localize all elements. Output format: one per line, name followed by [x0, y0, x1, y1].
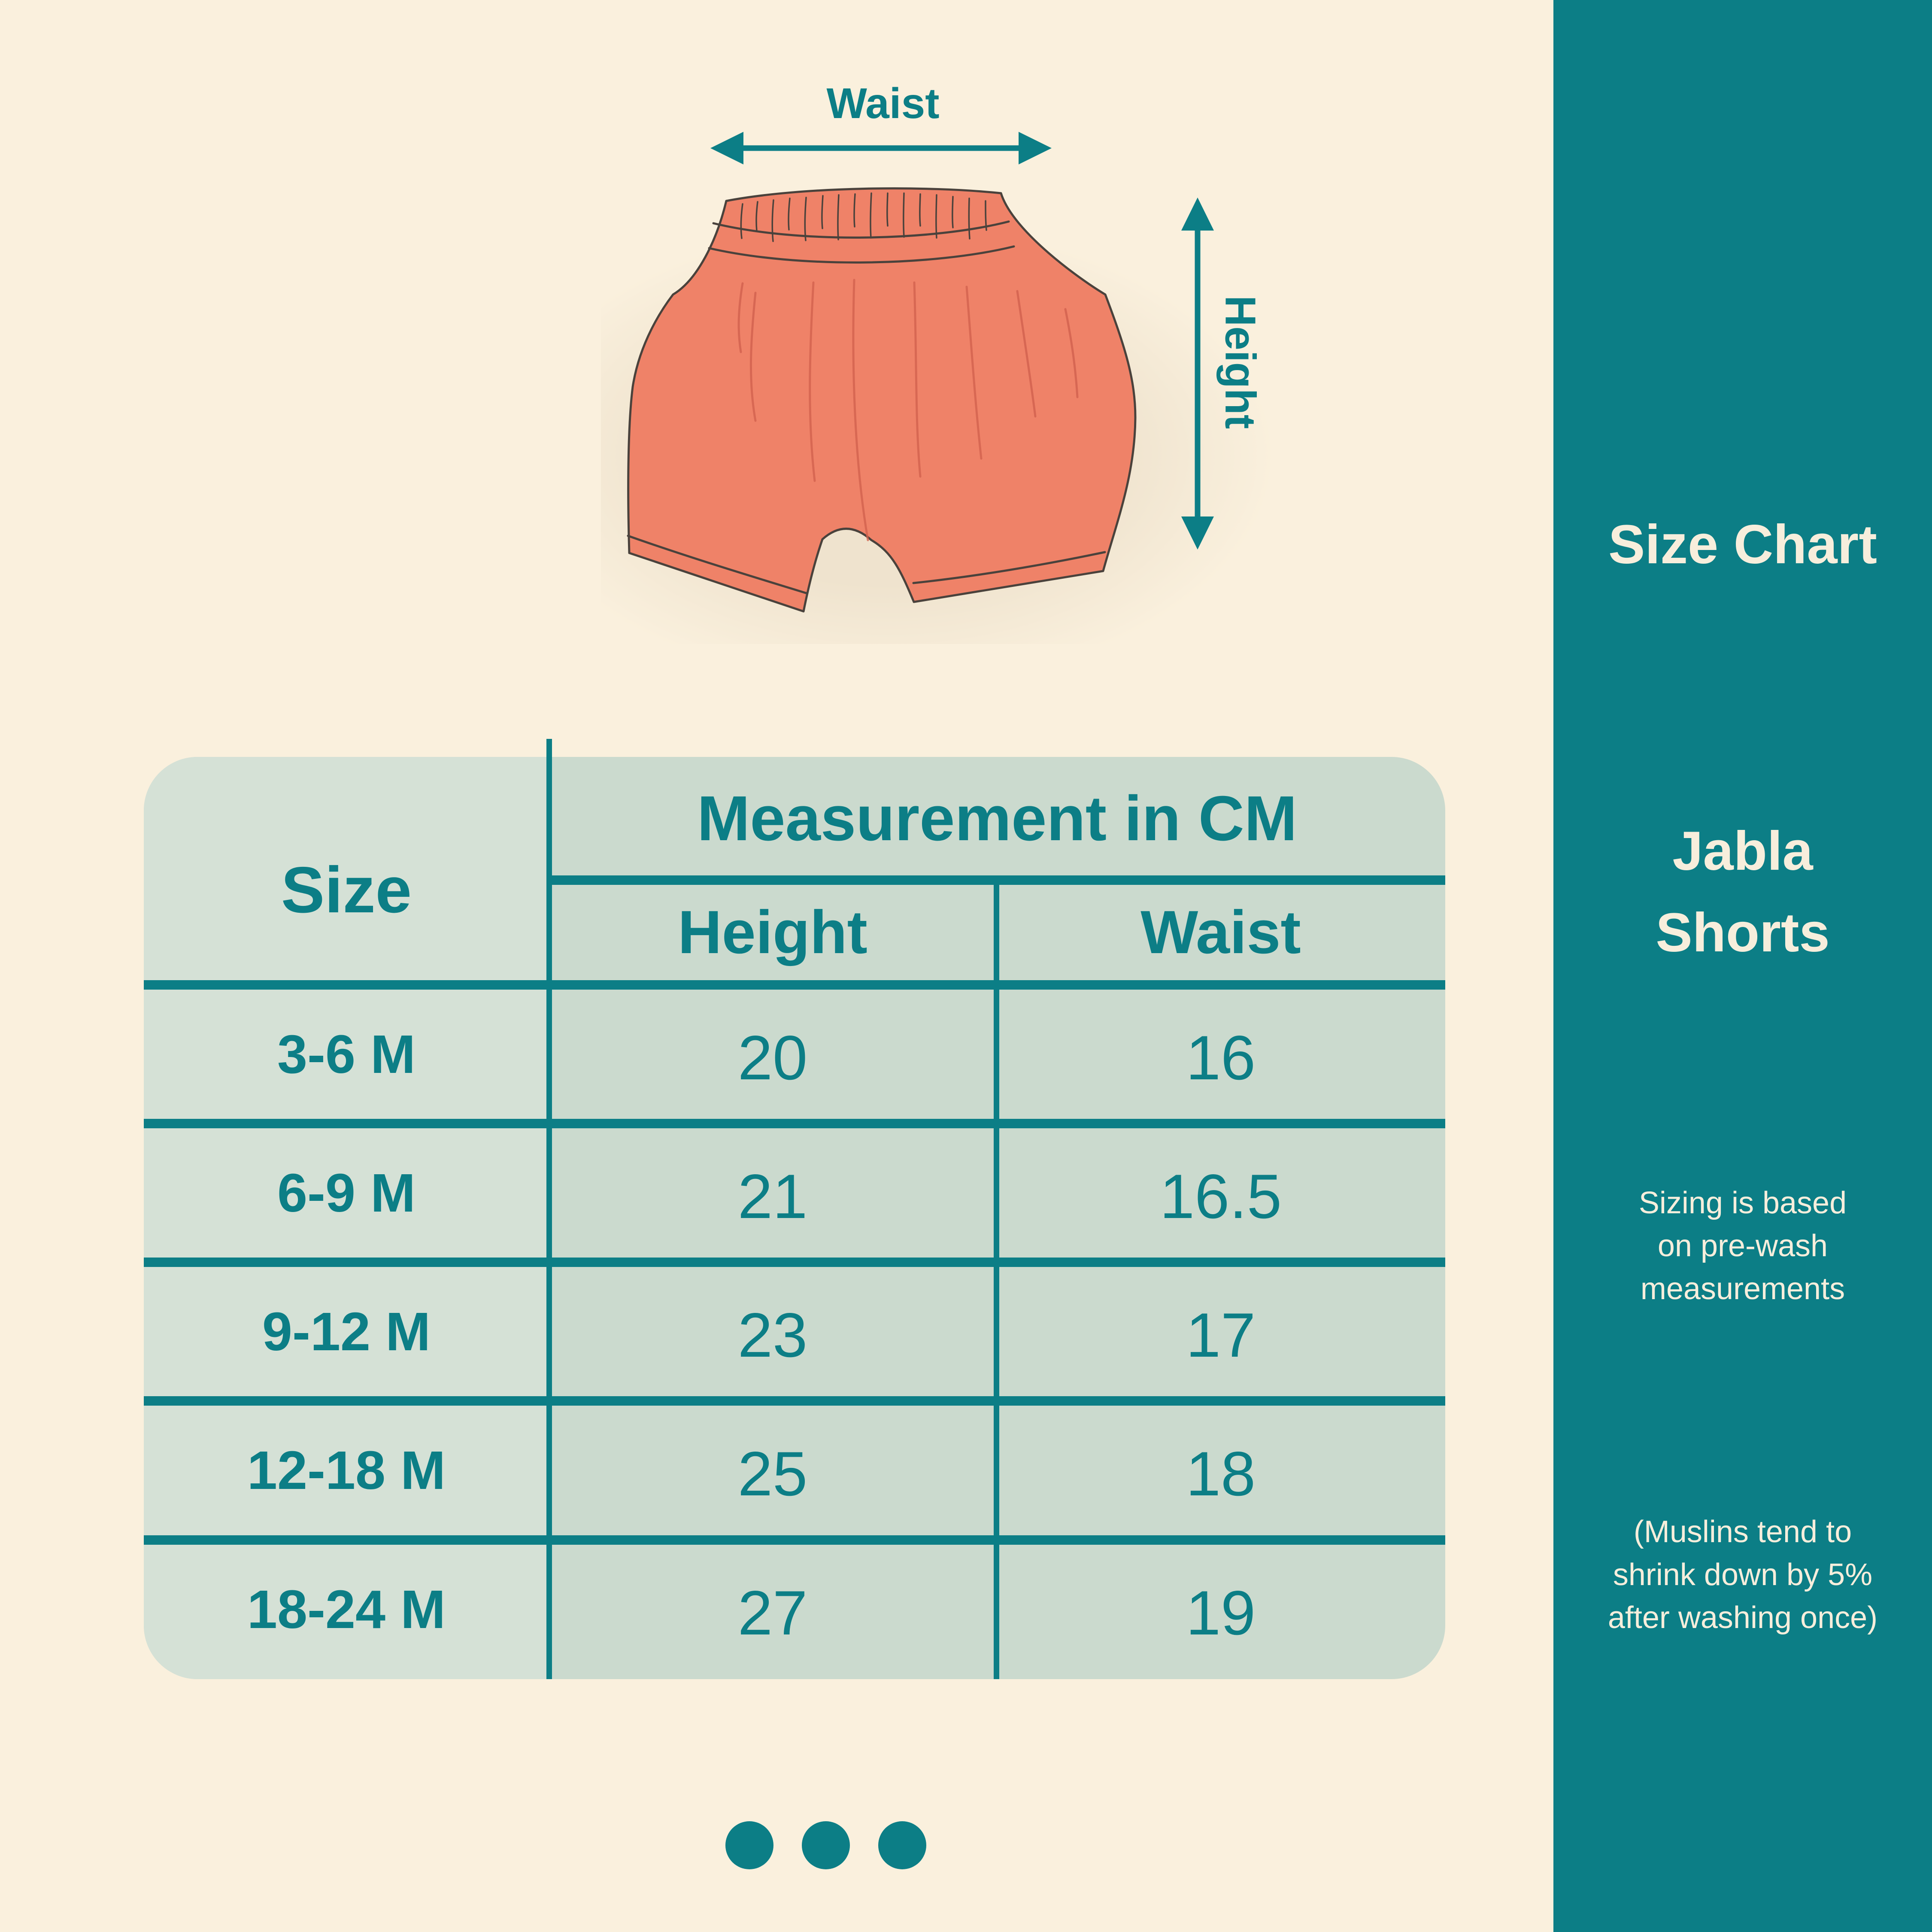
table-header-waist: Waist	[1140, 898, 1301, 966]
table-divider-vertical-1	[546, 739, 552, 1679]
table-header-height: Height	[678, 898, 867, 966]
table-row-size: 9-12 M	[262, 1301, 431, 1362]
waist-dimension-label: Waist	[826, 79, 940, 128]
table-row-divider	[144, 1258, 1445, 1267]
table-divider-under-group-header	[549, 875, 1445, 885]
table-row-size: 3-6 M	[277, 1024, 416, 1084]
table-cell-waist: 18	[1186, 1438, 1256, 1509]
table-row-divider	[144, 1396, 1445, 1406]
size-table: Size Measurement in CM Height Waist 3-6 …	[144, 739, 1445, 1679]
table-row-divider	[144, 1119, 1445, 1128]
table-cell-height: 25	[737, 1438, 808, 1509]
pagination-dot[interactable]	[725, 1821, 773, 1869]
table-row-divider	[144, 1535, 1445, 1545]
table-cell-height: 20	[737, 1022, 808, 1093]
shorts-body	[627, 187, 1137, 613]
sidebar-shrink-note: (Muslins tend to shrink down by 5% after…	[1607, 1515, 1878, 1635]
table-divider-vertical-2	[994, 880, 999, 1679]
height-arrow	[1181, 197, 1214, 550]
table-header-size: Size	[281, 854, 412, 927]
waistband-gathers	[740, 192, 987, 242]
height-dimension-label: Height	[1216, 295, 1265, 429]
table-row-size: 6-9 M	[277, 1163, 416, 1223]
right-leg-hem	[912, 551, 1106, 584]
table-divider-under-subheader	[144, 980, 1445, 990]
sidebar-panel: Size Chart Jabla Shorts Sizing is based …	[1553, 0, 1932, 1932]
table-cell-height: 23	[737, 1300, 808, 1370]
sidebar-product-name: Jabla Shorts	[1656, 820, 1830, 963]
shorts-diagram	[601, 132, 1271, 644]
pagination-dot[interactable]	[802, 1821, 850, 1869]
table-header-measurement: Measurement in CM	[697, 783, 1298, 854]
pagination-dot[interactable]	[878, 1821, 926, 1869]
table-row-size: 12-18 M	[247, 1440, 446, 1501]
sidebar-title: Size Chart	[1608, 514, 1877, 575]
table-cell-waist: 17	[1186, 1300, 1256, 1370]
size-column-background	[144, 757, 549, 1679]
table-cell-height: 21	[737, 1161, 808, 1231]
table-cell-height: 27	[737, 1577, 808, 1648]
table-cell-waist: 16.5	[1159, 1161, 1282, 1231]
table-cell-waist: 16	[1186, 1022, 1256, 1093]
waistband-line	[708, 245, 1015, 264]
sidebar-sizing-note: Sizing is based on pre-wash measurements	[1638, 1186, 1847, 1306]
waist-arrow	[710, 132, 1052, 164]
pagination-dots	[725, 1821, 926, 1869]
main-panel: Waist Height Size Measurement in CM Heig…	[144, 79, 1445, 1869]
left-leg-hem	[627, 535, 808, 595]
waistband-line	[712, 220, 1010, 239]
fabric-wrinkles	[737, 279, 1079, 541]
table-row-size: 18-24 M	[247, 1579, 446, 1640]
table-cell-waist: 19	[1186, 1577, 1256, 1648]
